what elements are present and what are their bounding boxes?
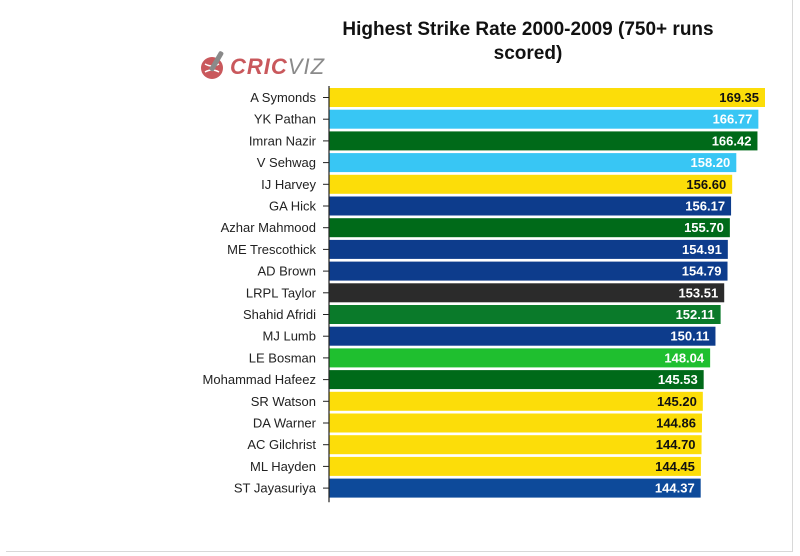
value-label: 144.86 [656,416,696,431]
bar [329,391,703,411]
bar [329,413,702,433]
logo-cric: CRIC [230,54,288,79]
bar [329,131,758,151]
value-label: 153.51 [678,285,718,300]
category-label: ML Hayden [250,459,316,474]
category-label: V Sehwag [257,155,316,170]
value-label: 155.70 [684,220,724,235]
category-label: ME Trescothick [227,242,316,257]
category-label: IJ Harvey [261,177,316,192]
bar [329,109,759,129]
category-label: LE Bosman [249,350,316,365]
value-label: 144.37 [655,481,695,496]
value-label: 144.70 [656,437,696,452]
value-label: 156.17 [685,199,725,214]
category-label: MJ Lumb [263,329,316,344]
bar [329,326,716,346]
logo-viz: VIZ [287,54,326,79]
category-label: YK Pathan [254,112,316,127]
cricviz-logo: CRICVIZ [196,46,324,86]
category-label: DA Warner [253,416,317,431]
category-label: LRPL Taylor [246,285,317,300]
bar [329,88,765,107]
value-label: 154.79 [682,264,722,279]
value-label: 144.45 [655,459,695,474]
category-label: Imran Nazir [249,133,317,148]
category-label: Azhar Mahmood [221,220,316,235]
bar [329,348,711,368]
category-label: A Symonds [250,90,316,105]
category-label: ST Jayasuriya [234,481,317,496]
category-label: GA Hick [269,199,316,214]
bar [329,153,737,173]
bar [329,196,732,216]
bar [329,370,704,390]
value-label: 152.11 [676,307,715,322]
bar [329,239,728,259]
bar [329,218,730,238]
value-label: 150.11 [670,329,709,344]
value-label: 148.04 [664,350,705,365]
bar [329,283,725,303]
bar [329,478,701,498]
bar [329,435,702,455]
cricket-bat-ball-icon [201,51,224,79]
value-label: 154.91 [682,242,722,257]
value-label: 169.35 [719,90,759,105]
chart-title: Highest Strike Rate 2000-2009 (750+ runs… [342,19,714,64]
category-label: Shahid Afridi [243,307,316,322]
category-label: Mohammad Hafeez [203,372,316,387]
bar [329,261,728,281]
value-label: 166.77 [713,112,753,127]
category-label: AD Brown [257,264,316,279]
chart-frame [6,0,793,552]
bar [329,305,721,324]
logo-wordmark: CRICVIZ [230,54,325,80]
bar [329,456,701,476]
value-label: 145.53 [658,372,698,387]
bar [329,174,733,194]
category-label: SR Watson [251,394,316,409]
value-label: 156.60 [686,177,726,192]
value-label: 166.42 [712,133,752,148]
value-label: 158.20 [691,155,731,170]
value-label: 145.20 [657,394,697,409]
category-label: AC Gilchrist [247,437,316,452]
